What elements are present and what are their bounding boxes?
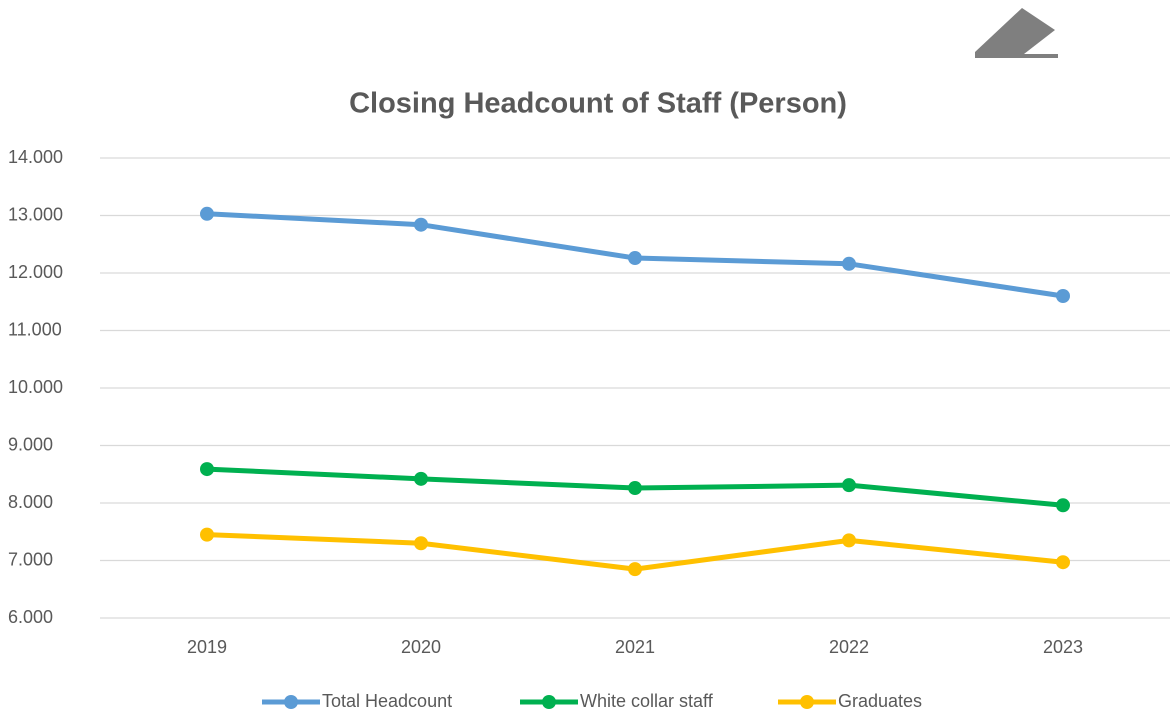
data-point <box>628 251 642 266</box>
legend-marker <box>284 695 298 709</box>
data-point <box>414 217 428 232</box>
y-tick-label: 6.000 <box>8 607 53 627</box>
y-tick-label: 12.000 <box>8 262 63 282</box>
data-point <box>842 256 856 271</box>
y-tick-label: 9.000 <box>8 434 53 454</box>
data-point <box>1056 498 1070 513</box>
logo-icon <box>975 8 1058 58</box>
data-point <box>1056 555 1070 570</box>
x-tick-label: 2019 <box>187 637 227 657</box>
data-point <box>628 481 642 496</box>
y-tick-label: 11.000 <box>8 319 62 339</box>
data-point <box>414 536 428 551</box>
x-tick-label: 2023 <box>1043 637 1083 657</box>
data-point <box>842 533 856 548</box>
legend-marker <box>800 695 814 709</box>
legend-marker <box>542 695 556 709</box>
data-point <box>414 471 428 486</box>
y-tick-label: 13.000 <box>8 204 63 224</box>
legend-label: White collar staff <box>580 691 714 711</box>
chart-title: Closing Headcount of Staff (Person) <box>349 88 847 120</box>
data-point <box>842 478 856 493</box>
y-tick-label: 7.000 <box>8 549 53 569</box>
data-point <box>1056 289 1070 303</box>
legend-label: Total Headcount <box>322 691 452 711</box>
x-tick-label: 2021 <box>615 637 655 657</box>
x-tick-label: 2020 <box>401 637 441 657</box>
y-tick-label: 14.000 <box>8 147 63 167</box>
data-point <box>200 462 214 477</box>
x-tick-label: 2022 <box>829 637 869 657</box>
data-point <box>628 562 642 577</box>
legend-label: Graduates <box>838 691 922 711</box>
y-tick-label: 8.000 <box>8 492 53 512</box>
data-point <box>200 206 214 221</box>
data-point <box>200 527 214 542</box>
y-tick-label: 10.000 <box>8 377 63 397</box>
